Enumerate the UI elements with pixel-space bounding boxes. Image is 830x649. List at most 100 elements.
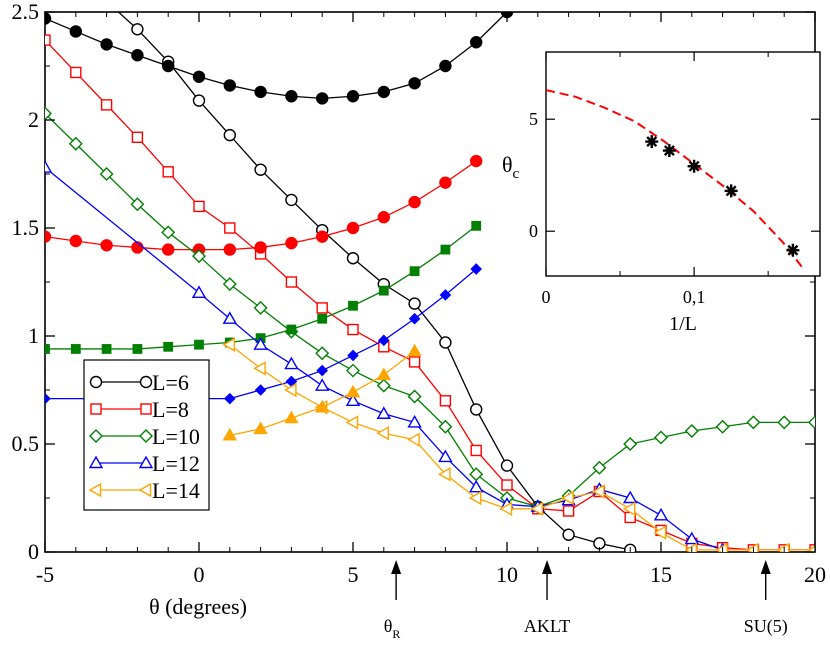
series-l-8-filled-point xyxy=(316,230,329,243)
series-l-10-filled-point xyxy=(132,344,143,354)
series-l-8-filled-point xyxy=(285,236,298,250)
series-l-8-filled xyxy=(45,154,483,256)
series-l-8-filled-point xyxy=(100,239,113,252)
series-l-14-point xyxy=(468,490,482,506)
series-l-12-point xyxy=(468,479,484,493)
series-l-8-filled-point xyxy=(161,243,175,256)
series-l-12-filled-point xyxy=(254,384,267,396)
series-l-8-filled-point xyxy=(470,154,483,168)
series-l-12-point xyxy=(284,356,299,370)
series-l-10-filled-point xyxy=(348,300,358,311)
series-l-12-point xyxy=(345,393,361,406)
series-l-12-filled-point xyxy=(316,364,328,377)
legend-item-l-10-marker-left xyxy=(89,429,103,443)
series-l-8-point xyxy=(70,66,82,79)
annotation-su-5-arrow-head xyxy=(760,560,771,574)
series-l-12-point xyxy=(684,531,700,545)
legend-item-l-8-marker-left xyxy=(90,403,102,415)
series-l-10-point xyxy=(746,415,761,430)
series-l-8-point xyxy=(562,505,575,517)
series-l-14-point xyxy=(222,337,236,352)
series-l-10-filled-point xyxy=(45,344,50,354)
series-l-14-filled-point xyxy=(407,343,422,357)
series-l-6-filled-point xyxy=(408,77,421,90)
series-l-8-point xyxy=(100,99,113,111)
series-l-14-point xyxy=(561,490,574,506)
series-l-12-point xyxy=(222,311,238,324)
series-l-10-filled-point xyxy=(317,313,328,324)
series-l-6-filled-point xyxy=(377,85,390,99)
series-l-10-filled-point xyxy=(70,344,81,354)
legend-item-l-12-label: L=12 xyxy=(152,451,200,476)
series-l-6-point xyxy=(346,252,360,265)
series-l-8-point xyxy=(131,131,144,143)
legend-item-l-10: L=10 xyxy=(89,424,200,449)
series-l-8-filled-point xyxy=(408,195,421,209)
series-l-14-point xyxy=(776,542,790,552)
series-l-10-filled-point xyxy=(163,341,174,352)
annotation-r-label-sub: R xyxy=(392,627,400,641)
series-l-12-point xyxy=(253,337,268,350)
y-tick-label: 0 xyxy=(28,539,39,564)
series-l-10-point xyxy=(438,419,453,434)
legend-item-l-8-marker-right xyxy=(140,403,152,415)
series-l-10-filled-point xyxy=(471,220,482,231)
annotation-r-arrow-head xyxy=(391,560,402,574)
inset-x-tick-label: 0 xyxy=(542,287,551,307)
series-l-12-point xyxy=(622,490,638,504)
annotation-r-label: θR xyxy=(384,616,401,641)
legend-item-l-6-label: L=6 xyxy=(152,370,189,395)
inset-data-point xyxy=(786,243,800,257)
series-l-14 xyxy=(222,337,815,552)
series-l-10-filled-point xyxy=(440,244,451,255)
inset-data-point-stroke xyxy=(663,145,675,157)
inset-data-point xyxy=(645,135,659,149)
series-l-14-filled-line xyxy=(229,350,415,436)
series-l-6-point xyxy=(131,23,144,36)
series-l-10-point xyxy=(654,430,668,445)
series-l-8-point xyxy=(162,166,174,178)
legend-item-l-12-marker-right xyxy=(138,455,154,469)
x-tick-label: 15 xyxy=(650,562,672,587)
series-l-12-point xyxy=(376,406,392,419)
series-l-10-point xyxy=(222,277,237,292)
legend-item-l-12-marker-left xyxy=(88,455,104,469)
annotation-r: θR xyxy=(384,560,402,641)
legend-item-l-14-marker-left xyxy=(88,482,102,498)
series-l-8-filled-point xyxy=(69,234,83,248)
series-l-8-point xyxy=(285,276,298,288)
series-l-14-point xyxy=(591,484,605,499)
legend-item-l-8-label: L=8 xyxy=(152,397,189,422)
series-l-6-filled-point xyxy=(131,49,144,62)
inset-y-axis-label: θc xyxy=(502,152,520,182)
series-l-14-line xyxy=(229,344,815,551)
series-l-14-point xyxy=(622,501,636,517)
series-l-6-filled-point xyxy=(316,92,329,105)
inset-y-axis-label-main: θ xyxy=(502,152,513,177)
series-l-8-point xyxy=(347,323,359,336)
series-l-10-filled-point xyxy=(409,266,420,277)
series-l-10-filled-point xyxy=(101,344,112,354)
series-l-6-point xyxy=(439,336,452,349)
series-l-10 xyxy=(45,106,815,514)
series-l-10-filled-point xyxy=(286,324,297,335)
legend-item-l-12: L=12 xyxy=(88,451,200,476)
series-l-14-point xyxy=(684,542,697,552)
inset-data-point xyxy=(687,159,701,173)
inset-data-point xyxy=(662,144,676,158)
inset-data-point-stroke xyxy=(725,185,737,197)
series-l-10-point xyxy=(376,378,391,393)
series-l-8-filled-point xyxy=(254,241,267,254)
series-l-6-point xyxy=(470,403,483,416)
inset-fit-curve xyxy=(546,89,805,270)
inset-y-axis-label-sub: c xyxy=(513,166,520,182)
series-l-8-filled-point xyxy=(223,243,237,256)
series-l-6-filled-point xyxy=(69,25,83,38)
series-l-12-filled-point xyxy=(224,392,236,405)
series-l-6-point xyxy=(408,297,421,310)
legend: L=6L=8L=10L=12L=14 xyxy=(83,359,210,511)
series-l-10-filled-point xyxy=(378,285,389,296)
series-l-10-point xyxy=(592,460,607,475)
series-l-12-filled-point xyxy=(470,263,482,275)
series-l-10-point xyxy=(777,415,792,430)
